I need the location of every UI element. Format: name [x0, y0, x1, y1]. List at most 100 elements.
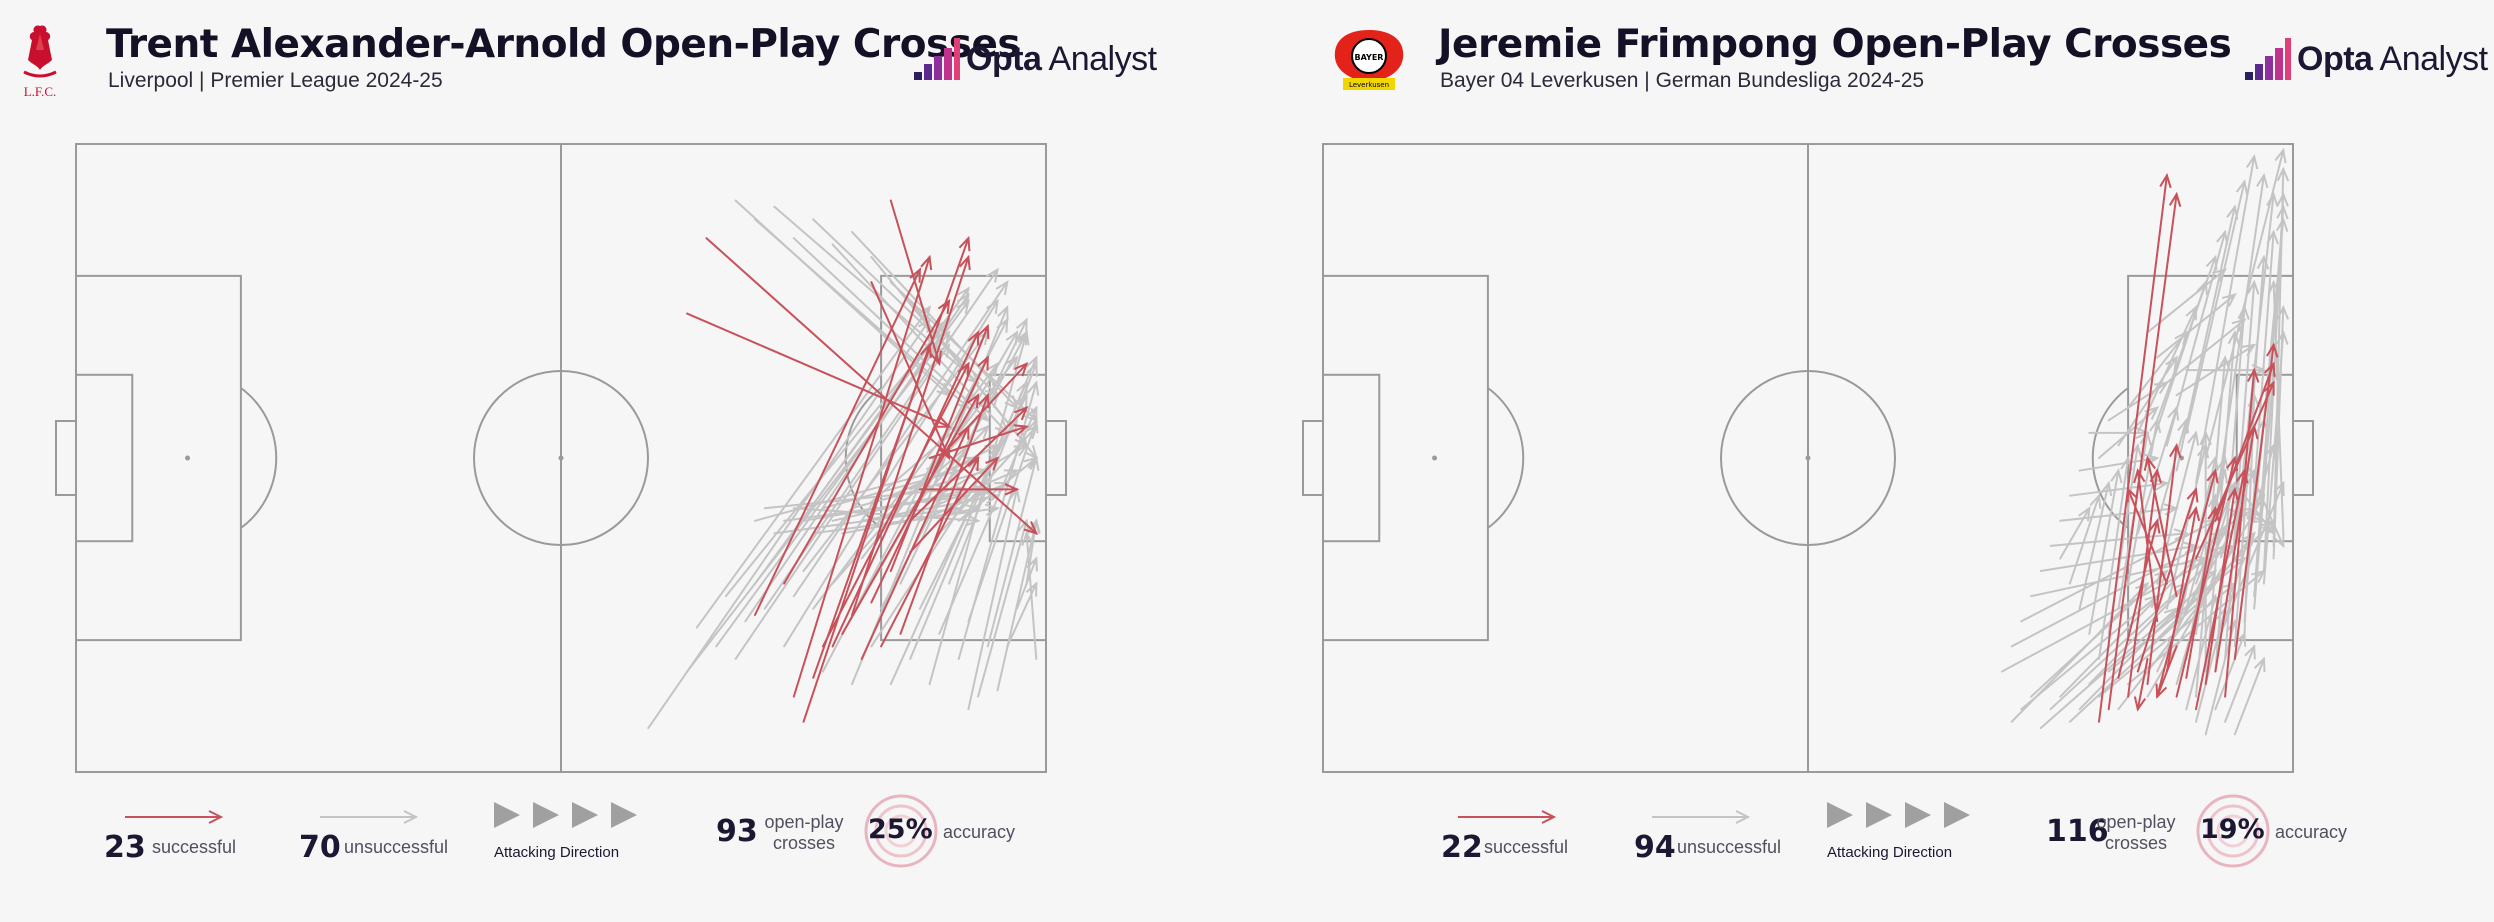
unsuccessful-cross-arrow	[977, 518, 1030, 698]
unsuccessful-cross-arrow	[754, 218, 971, 410]
opta-bars-icon	[2245, 38, 2291, 80]
svg-text:BAYER: BAYER	[1355, 53, 1384, 62]
crest-text: L.F.C.	[24, 84, 57, 99]
accuracy-value: 19%	[2200, 814, 2265, 845]
unsuccessful-cross-arrow	[2078, 480, 2113, 610]
successful-cross-arrow	[909, 456, 1000, 554]
successful-cross-arrow	[705, 237, 1039, 535]
leverkusen-crest-icon: BAYER Leverkusen	[1334, 30, 1404, 90]
opta-analyst-text: Opta Analyst	[966, 40, 1157, 78]
page-title: Trent Alexander-Arnold Open-Play Crosses	[106, 22, 1021, 67]
unsuccessful-cross-arrow	[2156, 293, 2237, 359]
unsuccessful-cross-arrow	[2068, 493, 2102, 585]
left-penalty-spot	[185, 455, 191, 461]
unsuccessful-arrow-icon	[320, 810, 419, 824]
successful-cross-arrow	[754, 267, 921, 616]
left-panel: L.F.C. Trent Alexander-Arnold Open-Play …	[0, 22, 1247, 900]
unsuccessful-cross-arrow	[2233, 656, 2266, 736]
unsuccessful-cross-arrow	[2214, 304, 2250, 673]
total-crosses-count: 116	[2046, 814, 2109, 849]
successful-cross-arrow	[2133, 657, 2149, 712]
unsuccessful-arrow-icon	[1652, 810, 1751, 824]
right-penalty-arc	[2091, 387, 2129, 529]
successful-cross-arrow	[2133, 468, 2159, 623]
successful-cross-arrow	[2156, 468, 2219, 698]
attacking-direction-icon	[1827, 802, 1970, 828]
successful-cross-arrow	[2155, 645, 2178, 699]
left-six-yard-box	[75, 373, 134, 543]
successful-arrow-icon	[125, 810, 224, 824]
unsuccessful-count: 70	[299, 830, 341, 865]
unsuccessful-cross-arrow	[2204, 147, 2287, 459]
successful-cross-arrow	[2127, 468, 2162, 698]
successful-cross-arrow	[2165, 505, 2201, 673]
right-goal	[1045, 420, 1067, 496]
successful-cross-arrow	[889, 323, 990, 573]
page-title: Jeremie Frimpong Open-Play Crosses	[1438, 22, 2232, 67]
successful-cross-arrow	[792, 254, 933, 698]
left-six-yard-box	[1322, 373, 1381, 543]
accuracy-value: 25%	[868, 814, 933, 845]
unsuccessful-cross-arrow	[2127, 330, 2188, 409]
opta-analyst-text: Opta Analyst	[2297, 40, 2488, 78]
successful-cross-arrow	[918, 483, 1020, 496]
unsuccessful-cross-arrow	[2185, 179, 2248, 434]
opta-bars-icon	[914, 38, 960, 80]
unsuccessful-cross-arrow	[2117, 355, 2178, 447]
unsuccessful-cross-arrow	[2214, 172, 2269, 510]
successful-label: successful	[152, 837, 237, 857]
right-goal	[2292, 420, 2314, 496]
successful-cross-arrow	[2224, 367, 2260, 698]
successful-cross-arrow	[831, 330, 980, 648]
unsuccessful-cross-arrow	[1021, 530, 1038, 660]
unsuccessful-cross-arrow	[2272, 166, 2290, 547]
unsuccessful-cross-arrow	[2165, 318, 2247, 384]
legend: 23 successful 70 unsuccessful Attacking …	[0, 790, 1247, 900]
football-pitch	[55, 143, 1067, 773]
centre-spot	[558, 455, 564, 461]
accuracy-ring-icon	[2196, 794, 2270, 868]
successful-arrow-icon	[1458, 810, 1557, 824]
legend: 22 successful 94 unsuccessful Attacking …	[1247, 790, 2494, 900]
successful-cross-arrow	[851, 254, 971, 616]
unsuccessful-label: unsuccessful	[1677, 837, 1782, 857]
page-subtitle: Bayer 04 Leverkusen | German Bundesliga …	[1440, 69, 1925, 92]
unsuccessful-cross-arrow	[792, 280, 1009, 598]
accuracy-label: accuracy	[943, 822, 1016, 842]
attacking-direction-icon	[494, 802, 637, 828]
centre-circle	[473, 370, 649, 546]
unsuccessful-cross-arrow	[2224, 644, 2256, 723]
unsuccessful-cross-arrow	[2059, 506, 2091, 560]
successful-cross-arrow	[2136, 487, 2199, 673]
left-penalty-area	[75, 274, 242, 642]
unsuccessful-cross-arrow	[821, 467, 962, 510]
unsuccessful-label: unsuccessful	[344, 837, 449, 857]
successful-cross-arrow	[2126, 487, 2168, 585]
unsuccessful-count: 94	[1634, 830, 1676, 865]
successful-cross-arrow	[2146, 443, 2182, 686]
open-play-label: open-play crosses	[2096, 812, 2176, 853]
unsuccessful-cross-arrow	[938, 424, 1038, 535]
unsuccessful-cross-arrow	[2088, 468, 2123, 635]
successful-count: 22	[1441, 830, 1483, 865]
successful-count: 23	[104, 830, 146, 865]
page-subtitle: Liverpool | Premier League 2024-25	[108, 69, 443, 92]
accuracy-ring-icon	[864, 794, 938, 868]
open-play-label: open-play crosses	[764, 812, 844, 853]
successful-cross-arrow	[870, 281, 951, 461]
successful-cross-arrow	[938, 362, 1029, 459]
successful-cross-arrow	[2204, 486, 2240, 686]
svg-text:Leverkusen: Leverkusen	[1349, 81, 1389, 89]
left-penalty-spot	[1432, 455, 1438, 461]
left-penalty-area	[1322, 274, 1489, 642]
unsuccessful-cross-arrow	[2243, 229, 2279, 623]
unsuccessful-cross-arrow	[2020, 594, 2160, 711]
successful-cross-arrow	[889, 199, 942, 367]
centre-circle	[1720, 370, 1896, 546]
unsuccessful-cross-arrow	[2243, 457, 2285, 549]
successful-cross-arrow	[2107, 191, 2182, 711]
unsuccessful-cross-arrow	[909, 300, 1038, 460]
successful-cross-arrow	[2214, 361, 2276, 522]
left-goal	[55, 420, 77, 496]
left-penalty-arc	[240, 387, 278, 529]
